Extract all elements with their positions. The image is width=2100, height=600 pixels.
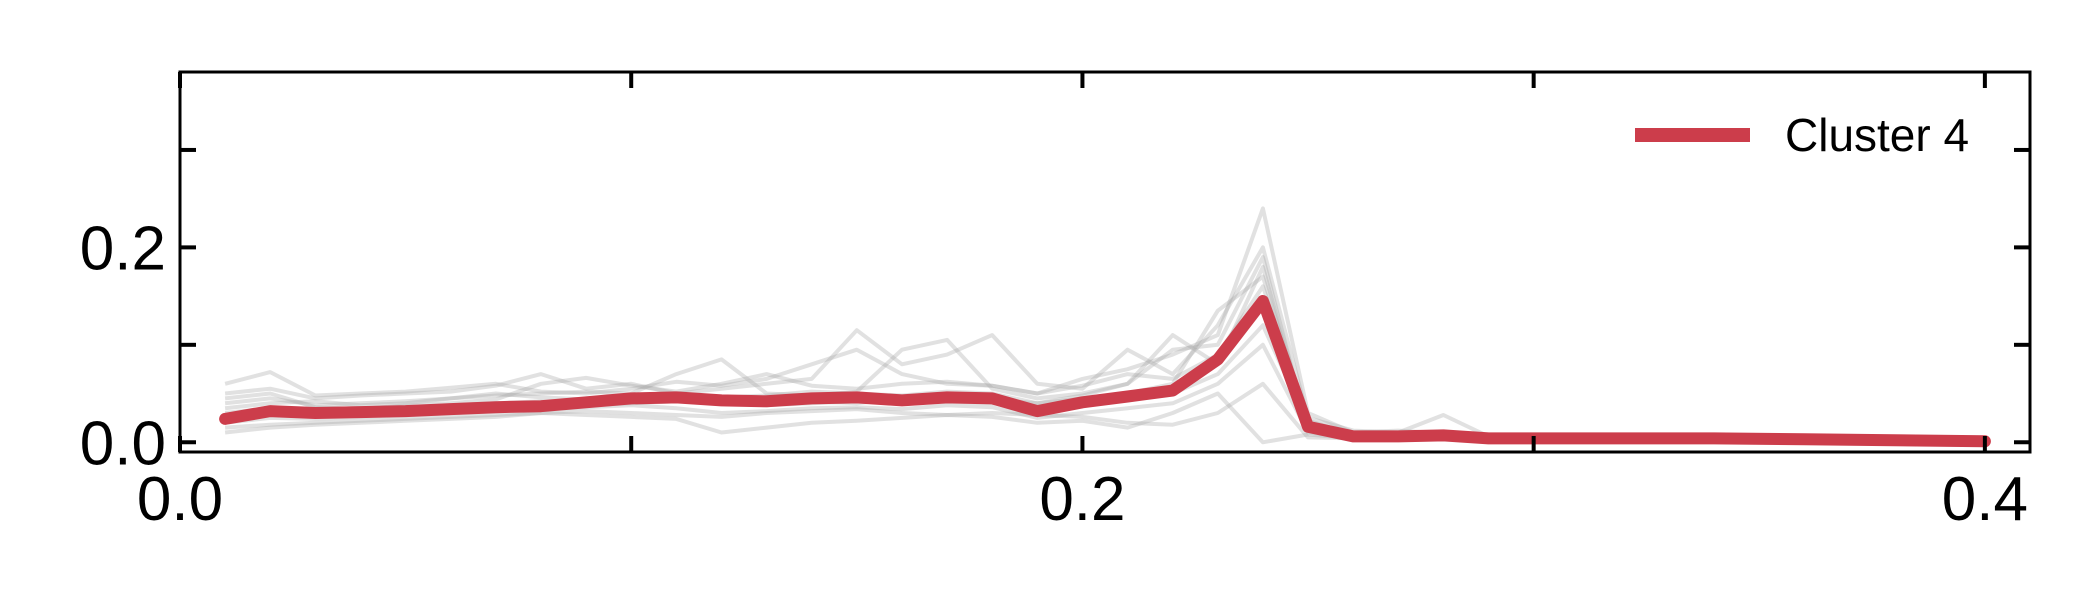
legend-label: Cluster 4 [1785,109,1969,161]
x-tick-label: 0.4 [1942,465,2028,534]
y-tick-label: 0.2 [80,214,166,283]
legend: Cluster 4 [1635,109,1969,161]
y-tick-label: 0.0 [80,409,166,478]
x-tick-label: 0.2 [1039,465,1125,534]
